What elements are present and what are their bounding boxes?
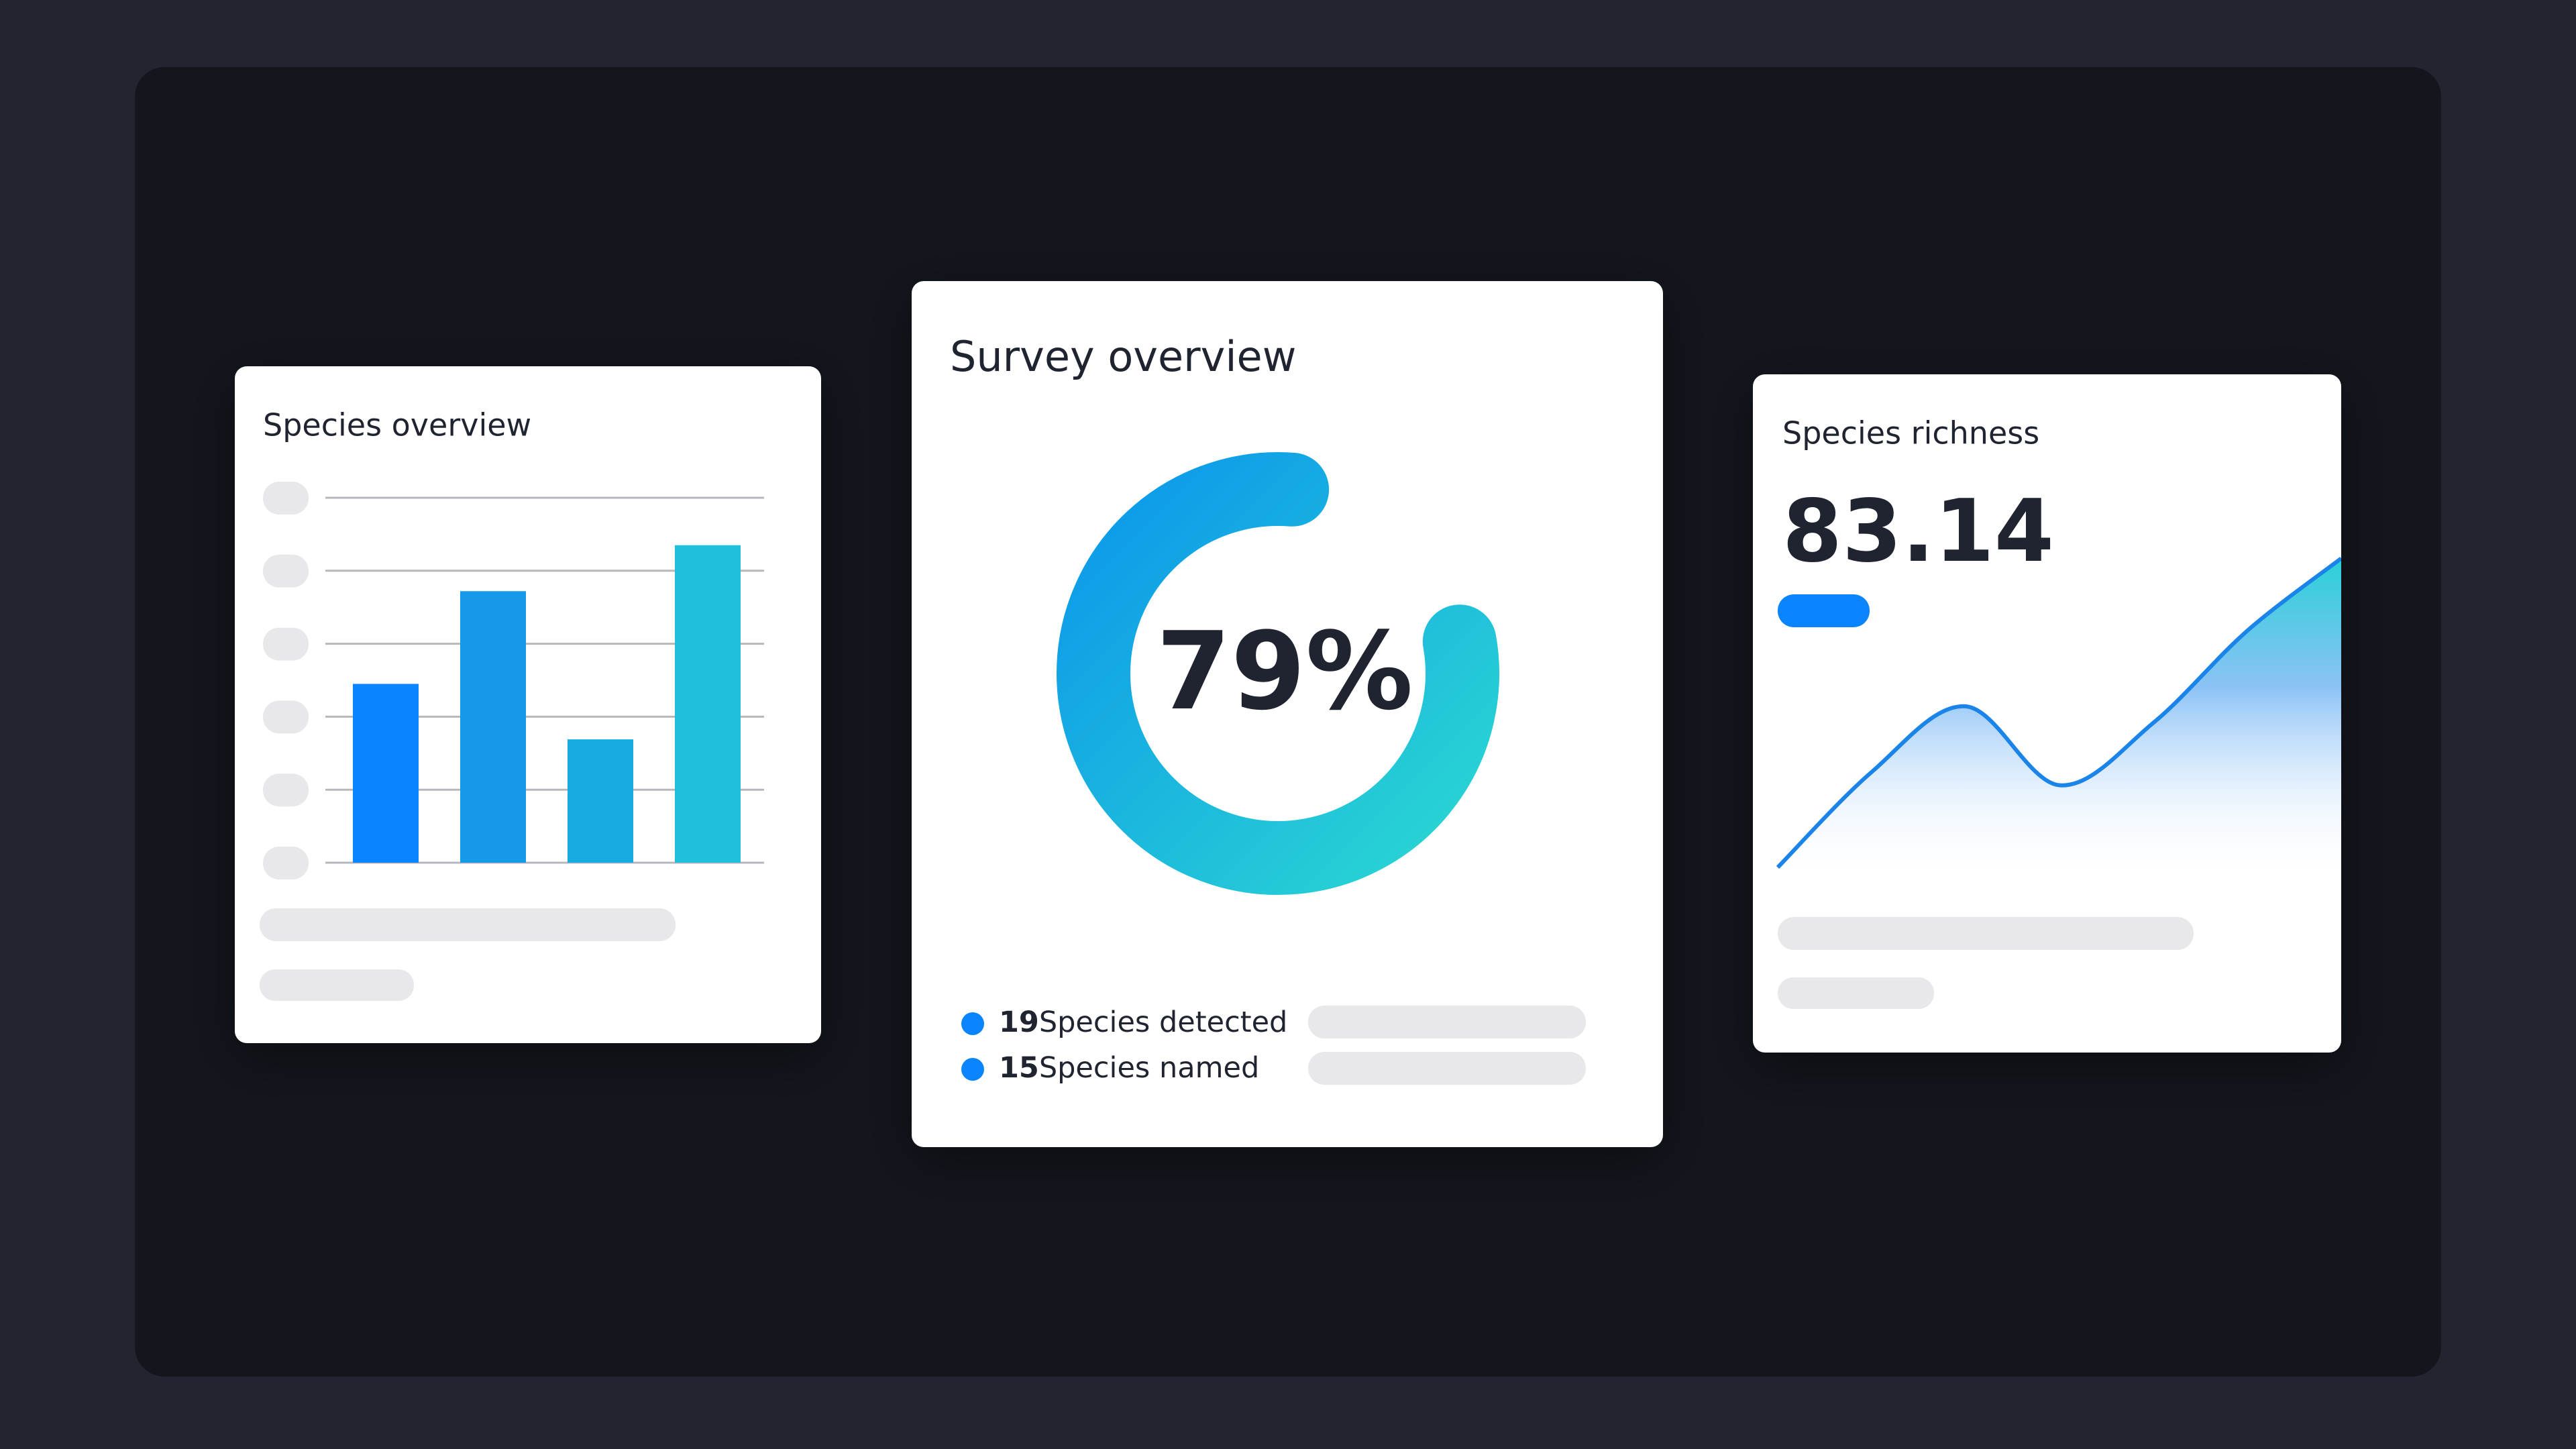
- tick-placeholder: [263, 482, 309, 515]
- legend-label: Species detected: [1039, 1006, 1287, 1039]
- legend-dot: [961, 1058, 984, 1081]
- placeholder: [260, 908, 676, 941]
- placeholder: [1778, 917, 2194, 950]
- legend-label: Species named: [1039, 1051, 1259, 1085]
- line: [1776, 557, 2341, 869]
- tick-placeholder: [263, 554, 309, 588]
- placeholder: [260, 969, 414, 1001]
- tick-placeholder: [263, 773, 309, 807]
- donut-label: 79%: [1157, 608, 1413, 734]
- tick-placeholder: [263, 700, 309, 734]
- legend-value: 19: [999, 1006, 1039, 1039]
- placeholder: [1308, 1006, 1586, 1038]
- donut-arc: [1057, 452, 1499, 895]
- card-title: Species overview: [263, 407, 531, 443]
- area-fill: [1778, 558, 2341, 881]
- placeholder: [1778, 977, 1934, 1009]
- card: [1753, 374, 2341, 1053]
- card: [235, 366, 821, 1043]
- kpi-value: 83.14: [1782, 482, 2054, 582]
- legend-entry: 19Species detected: [999, 1006, 1287, 1039]
- legend-dot: [961, 1012, 984, 1035]
- tick-placeholder: [263, 627, 309, 661]
- badge: [1778, 594, 1870, 627]
- card-title: Species richness: [1782, 415, 2039, 451]
- bar: [568, 739, 633, 863]
- card-title: Survey overview: [950, 332, 1296, 381]
- legend-value: 15: [999, 1051, 1039, 1085]
- tick-placeholder: [263, 847, 309, 879]
- placeholder: [1308, 1052, 1586, 1085]
- bar: [353, 684, 419, 863]
- bar: [460, 591, 526, 863]
- area-chart: [1776, 557, 2341, 881]
- legend-entry: 15Species named: [999, 1051, 1259, 1085]
- card: [912, 281, 1663, 1147]
- bar: [675, 545, 741, 863]
